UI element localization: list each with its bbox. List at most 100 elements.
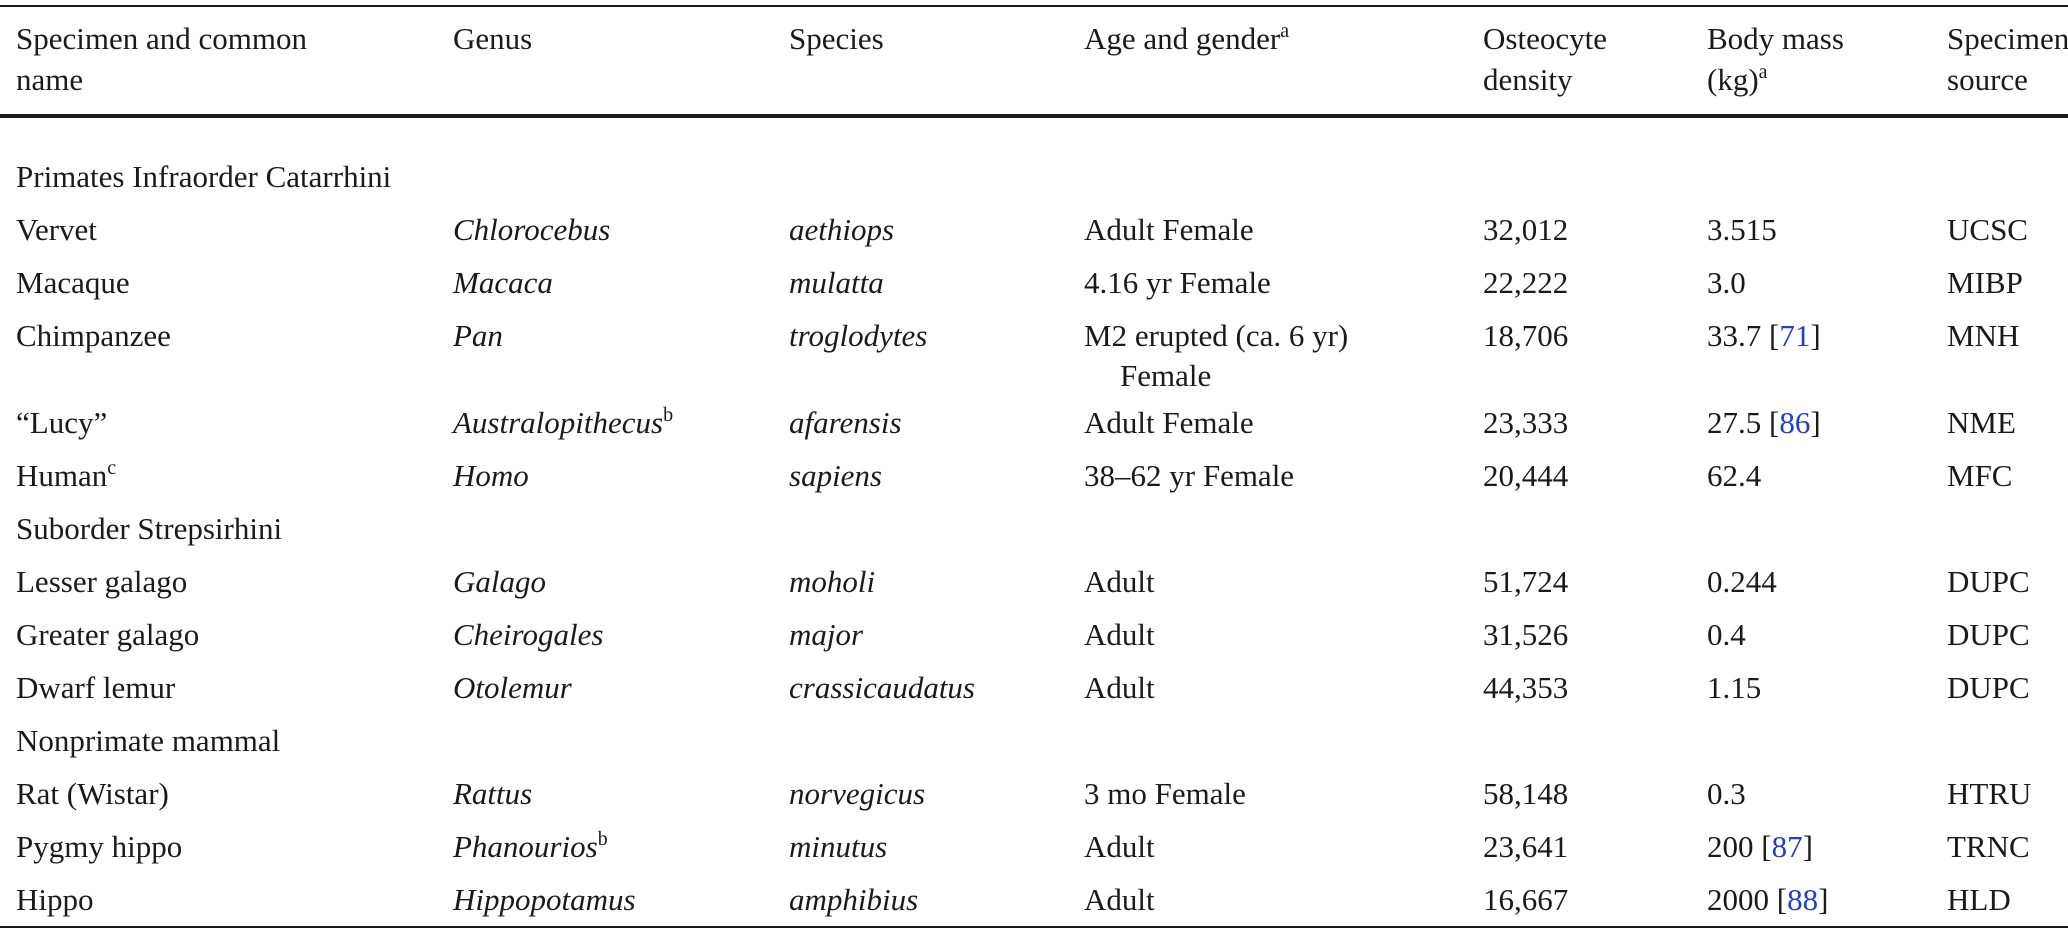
body-mass-cell: 3.0 [1707, 265, 1746, 300]
group-label: Primates Infraorder Catarrhini [16, 159, 392, 194]
header-body-mass: Body mass (kg)a [1707, 21, 1844, 97]
density-cell: 31,526 [1483, 617, 1569, 652]
footnote-mark: a [1280, 20, 1290, 42]
genus-cell: Hippopotamus [453, 882, 636, 917]
table-row: Lesser galago Galago moholi Adult 51,724… [0, 555, 2068, 608]
density-cell: 16,667 [1483, 882, 1569, 917]
source-cell: UCSC [1947, 212, 2028, 247]
footnote-mark: b [597, 828, 608, 850]
species-cell: crassicaudatus [789, 670, 975, 705]
body-mass-cell: 200 [87] [1707, 829, 1813, 864]
source-cell: DUPC [1947, 670, 2030, 705]
source-cell: HLD [1947, 882, 2011, 917]
table-header-row: Specimen and common name Genus Species Ag… [0, 0, 2068, 126]
species-cell: sapiens [789, 458, 882, 493]
table-row: Dwarf lemur Otolemur crassicaudatus Adul… [0, 661, 2068, 714]
genus-cell: Cheirogales [453, 617, 604, 652]
source-cell: MFC [1947, 458, 2013, 493]
genus-cell: Galago [453, 564, 546, 599]
body-mass-cell: 27.5 [86] [1707, 405, 1821, 440]
header-osteocyte-density: Osteocyte density [1483, 21, 1607, 97]
specimen-name: Greater galago [16, 617, 200, 652]
species-cell: norvegicus [789, 776, 926, 811]
body-mass-cell: 1.15 [1707, 670, 1762, 705]
genus-cell: Macaca [453, 265, 553, 300]
table-row: “Lucy” Australopithecusb afarensis Adult… [0, 396, 2068, 449]
species-cell: moholi [789, 564, 876, 599]
group-row: Nonprimate mammal [0, 714, 2068, 767]
source-cell: DUPC [1947, 564, 2030, 599]
age-gender-cell: Adult [1084, 670, 1155, 705]
body-mass-cell: 33.7 [71] [1707, 318, 1821, 353]
genus-cell: Rattus [453, 776, 533, 811]
species-cell: amphibius [789, 882, 919, 917]
density-cell: 18,706 [1483, 318, 1569, 353]
citation-link[interactable]: 87 [1771, 829, 1803, 864]
specimen-name: Humanc [16, 457, 117, 493]
table-row: Rat (Wistar) Rattus norvegicus 3 mo Fema… [0, 767, 2068, 820]
species-cell: minutus [789, 829, 888, 864]
table-row: Macaque Macaca mulatta 4.16 yr Female 22… [0, 256, 2068, 309]
age-gender-cell: 3 mo Female [1084, 776, 1246, 811]
specimen-name: Hippo [16, 882, 94, 917]
table-row: Hippo Hippopotamus amphibius Adult 16,66… [0, 873, 2068, 926]
density-cell: 23,641 [1483, 829, 1569, 864]
body-mass-cell: 0.4 [1707, 617, 1746, 652]
age-gender-cell: Adult [1084, 829, 1155, 864]
table-bottom-rule [0, 926, 2068, 928]
source-cell: TRNC [1947, 829, 2030, 864]
density-cell: 20,444 [1483, 458, 1569, 493]
specimen-name: Chimpanzee [16, 318, 171, 353]
species-cell: troglodytes [789, 318, 928, 353]
age-gender-cell: 4.16 yr Female [1084, 265, 1271, 300]
age-gender-cell: Adult Female [1084, 405, 1254, 440]
species-cell: afarensis [789, 405, 902, 440]
density-cell: 58,148 [1483, 776, 1569, 811]
header-species: Species [789, 21, 884, 56]
genus-cell: Phanouriosb [453, 828, 608, 864]
footnote-mark: c [107, 457, 117, 479]
specimen-name: Vervet [16, 212, 97, 247]
specimen-name: Dwarf lemur [16, 670, 176, 705]
genus-cell: Australopithecusb [453, 404, 674, 440]
citation-link[interactable]: 71 [1779, 318, 1811, 353]
source-cell: DUPC [1947, 617, 2030, 652]
table-header-rule [0, 114, 2068, 118]
table-row: Humanc Homo sapiens 38–62 yr Female 20,4… [0, 449, 2068, 502]
group-row: Primates Infraorder Catarrhini [0, 126, 2068, 203]
age-gender-cell: 38–62 yr Female [1084, 458, 1295, 493]
body-mass-cell: 2000 [88] [1707, 882, 1829, 917]
genus-cell: Pan [453, 318, 503, 353]
source-cell: HTRU [1947, 776, 2032, 811]
group-label: Suborder Strepsirhini [16, 511, 283, 546]
footnote-mark: b [663, 404, 674, 426]
body-mass-cell: 0.3 [1707, 776, 1746, 811]
table-row: Greater galago Cheirogales major Adult 3… [0, 608, 2068, 661]
table-row: Pygmy hippo Phanouriosb minutus Adult 23… [0, 820, 2068, 873]
source-cell: MNH [1947, 318, 2020, 353]
specimen-name: “Lucy” [16, 405, 108, 440]
genus-cell: Otolemur [453, 670, 572, 705]
source-cell: NME [1947, 405, 2016, 440]
citation-link[interactable]: 86 [1779, 405, 1811, 440]
specimen-name: Macaque [16, 265, 130, 300]
density-cell: 51,724 [1483, 564, 1569, 599]
density-cell: 32,012 [1483, 212, 1569, 247]
header-specimen-source: Specimen source [1947, 21, 2068, 97]
table-row: Chimpanzee Pan troglodytes M2 erupted (c… [0, 309, 2068, 396]
age-gender-cell: Adult [1084, 564, 1155, 599]
body-mass-cell: 62.4 [1707, 458, 1762, 493]
specimen-name: Rat (Wistar) [16, 776, 169, 811]
genus-cell: Homo [453, 458, 529, 493]
group-label: Nonprimate mammal [16, 723, 281, 758]
body-mass-cell: 0.244 [1707, 564, 1777, 599]
genus-cell: Chlorocebus [453, 212, 611, 247]
age-gender-cell: M2 erupted (ca. 6 yr) Female [1084, 318, 1349, 393]
citation-link[interactable]: 88 [1787, 882, 1819, 917]
header-genus: Genus [453, 21, 533, 56]
source-cell: MIBP [1947, 265, 2023, 300]
species-cell: mulatta [789, 265, 884, 300]
age-gender-cell: Adult [1084, 882, 1155, 917]
species-cell: aethiops [789, 212, 895, 247]
